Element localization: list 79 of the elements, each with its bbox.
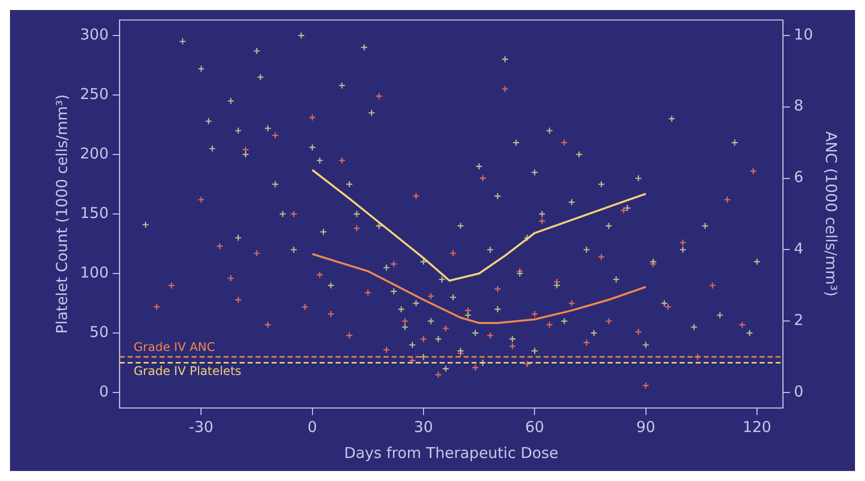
y2-tick-label: 0 bbox=[794, 382, 804, 401]
point bbox=[375, 92, 383, 100]
point bbox=[338, 156, 346, 164]
ref-line-label: Grade IV Platelets bbox=[134, 364, 242, 378]
x-tick-label: 60 bbox=[525, 418, 544, 436]
y-tick-label: 0 bbox=[99, 382, 109, 400]
point bbox=[382, 346, 390, 354]
point bbox=[264, 321, 272, 328]
point bbox=[501, 85, 509, 93]
point bbox=[664, 303, 672, 310]
y2-axis-title: ANC (1000 cells/mm³) bbox=[822, 131, 840, 297]
y-tick-label: 300 bbox=[80, 25, 109, 44]
point bbox=[486, 332, 494, 340]
point bbox=[408, 356, 416, 364]
point bbox=[153, 303, 160, 310]
point bbox=[464, 306, 472, 314]
point bbox=[494, 285, 502, 293]
y2-tick-label: 4 bbox=[794, 240, 804, 258]
point bbox=[479, 174, 486, 182]
point bbox=[327, 310, 334, 318]
point bbox=[568, 300, 576, 307]
y-axis-title: Platelet Count (1000 cells/mm³) bbox=[52, 94, 71, 334]
x-axis-title: Days from Therapeutic Dose bbox=[344, 444, 558, 462]
point bbox=[450, 250, 457, 257]
point bbox=[442, 324, 450, 332]
y2-tick-label: 10 bbox=[794, 25, 814, 44]
point bbox=[364, 289, 372, 296]
point bbox=[750, 168, 757, 175]
point bbox=[253, 250, 260, 257]
point bbox=[216, 242, 224, 250]
point bbox=[708, 282, 716, 290]
point bbox=[508, 342, 516, 350]
y-tick-label: 250 bbox=[80, 84, 109, 103]
x-tick-label: 120 bbox=[742, 418, 772, 436]
point bbox=[316, 271, 324, 278]
point bbox=[582, 339, 590, 346]
x-tick-label: 0 bbox=[308, 418, 318, 436]
point bbox=[620, 206, 628, 214]
point bbox=[679, 238, 686, 246]
point bbox=[472, 364, 479, 372]
point bbox=[724, 196, 731, 204]
point bbox=[427, 292, 434, 300]
point bbox=[308, 114, 316, 122]
point bbox=[290, 210, 298, 218]
y2-tick-label: 2 bbox=[794, 311, 804, 330]
point bbox=[538, 218, 546, 225]
point bbox=[346, 332, 353, 340]
point bbox=[353, 224, 360, 232]
y2-tick-label: 6 bbox=[794, 168, 804, 186]
y2-tick-label: 8 bbox=[794, 96, 804, 115]
point bbox=[560, 138, 568, 146]
point bbox=[412, 192, 420, 200]
point bbox=[738, 321, 746, 328]
point bbox=[434, 371, 442, 378]
point bbox=[198, 196, 205, 204]
point bbox=[531, 310, 538, 318]
y-tick-label: 50 bbox=[90, 322, 109, 341]
point bbox=[524, 360, 531, 368]
x-tick-label: 30 bbox=[414, 418, 434, 436]
point bbox=[642, 382, 650, 390]
point bbox=[301, 303, 309, 310]
point bbox=[546, 321, 554, 328]
y-tick-label: 150 bbox=[80, 204, 109, 222]
point bbox=[227, 274, 234, 282]
point bbox=[598, 253, 605, 260]
point bbox=[634, 328, 642, 336]
point bbox=[234, 296, 242, 304]
y-tick-label: 100 bbox=[80, 263, 109, 282]
ref-line-label: Grade IV ANC bbox=[134, 340, 216, 354]
y-tick-label: 200 bbox=[80, 144, 109, 162]
point bbox=[272, 132, 279, 139]
point bbox=[420, 335, 428, 343]
x-tick-label: -30 bbox=[188, 418, 214, 436]
x-tick-label: 90 bbox=[636, 418, 656, 436]
point bbox=[401, 318, 409, 325]
point bbox=[168, 282, 176, 290]
point bbox=[390, 260, 398, 268]
point bbox=[242, 146, 250, 154]
point bbox=[605, 318, 612, 325]
